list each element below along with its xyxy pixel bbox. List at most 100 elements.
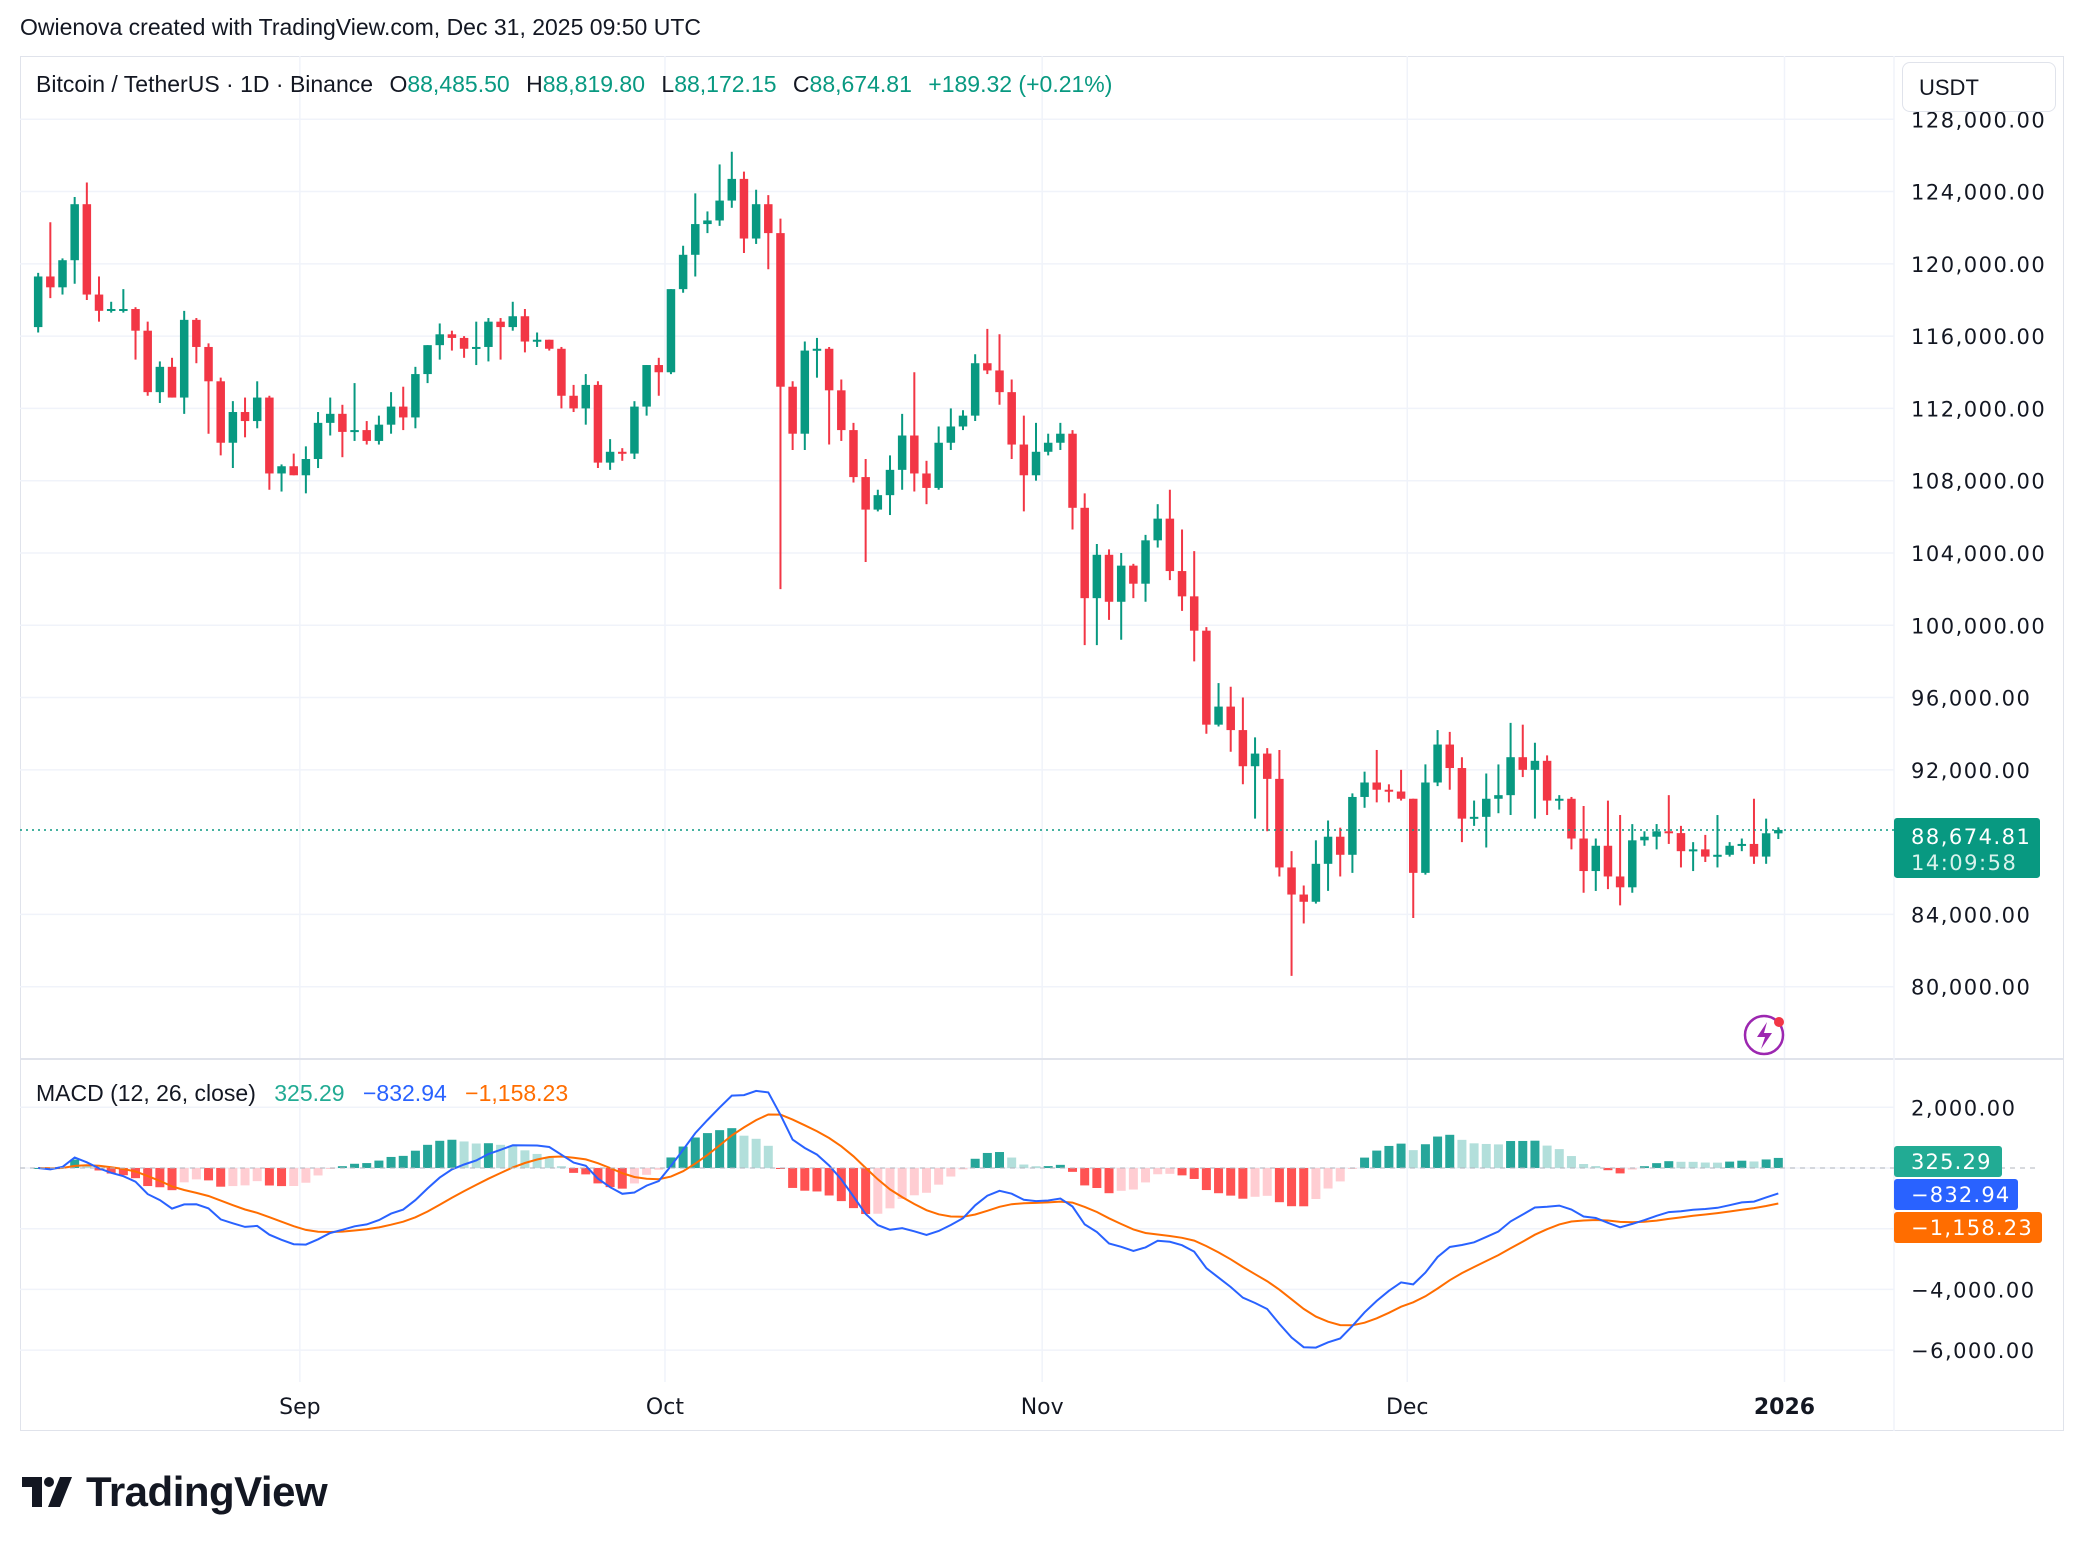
candle-body <box>325 413 335 423</box>
candle <box>1031 422 1041 481</box>
candle-body <box>1494 795 1503 799</box>
macd-histogram-bar <box>1530 1140 1540 1168</box>
candle-body <box>508 316 518 328</box>
candle-body <box>496 321 505 328</box>
candle <box>520 309 530 353</box>
macd-line-label-text: −832.94 <box>1911 1183 2010 1207</box>
price-tick-label: 92,000.00 <box>1911 759 2031 783</box>
candle-body <box>934 442 943 488</box>
macd-histogram-bar <box>313 1167 323 1176</box>
candle-body <box>1189 596 1199 631</box>
macd-histogram-bar <box>1603 1167 1613 1171</box>
macd-histogram-bar <box>1299 1167 1309 1207</box>
candle <box>666 289 676 375</box>
candle <box>1579 805 1588 893</box>
candle-body <box>70 204 79 261</box>
macd-histogram-bar <box>1080 1167 1090 1186</box>
tradingview-logo[interactable]: TradingView <box>22 1468 328 1516</box>
candle-body <box>946 426 956 443</box>
candle-body <box>983 363 992 371</box>
candle-body <box>1153 518 1162 541</box>
macd-histogram-bar <box>532 1153 542 1168</box>
candle <box>727 151 737 208</box>
candle-body <box>800 350 810 434</box>
candle-body <box>654 365 664 373</box>
macd-histogram-bar <box>1007 1157 1017 1168</box>
candle <box>958 410 968 431</box>
candle <box>642 365 651 416</box>
price-tick-label: 120,000.00 <box>1911 253 2046 277</box>
candle <box>1469 800 1479 826</box>
candle-body <box>1676 833 1686 852</box>
macd-histogram-bar <box>909 1167 919 1196</box>
macd-histogram-bar <box>763 1145 773 1168</box>
candle-body <box>885 469 895 496</box>
candle-body <box>252 397 262 422</box>
macd-histogram-bar <box>1201 1167 1211 1191</box>
macd-histogram-bar <box>1433 1136 1443 1168</box>
candle <box>131 307 140 360</box>
high-value: 88,819.80 <box>542 71 646 97</box>
candle-body <box>471 346 481 349</box>
candle-body <box>1043 442 1053 452</box>
price-tick-label: 104,000.00 <box>1911 542 2046 566</box>
candle-body <box>82 204 92 295</box>
candle-body <box>179 319 189 398</box>
candle-body <box>1555 798 1564 801</box>
low-label: L <box>661 71 675 97</box>
candle <box>678 245 688 293</box>
macd-hist-value: 325.29 <box>274 1080 345 1106</box>
candle-body <box>958 415 968 427</box>
candle-body <box>1092 554 1102 599</box>
candle-body <box>398 406 408 418</box>
candle-body <box>1433 744 1442 783</box>
macd-histogram-bar <box>155 1167 165 1188</box>
candle <box>155 361 165 403</box>
macd-histogram-bar <box>544 1157 554 1168</box>
lightning-bolt-icon[interactable] <box>1743 1014 1785 1056</box>
macd-histogram-bar <box>605 1167 615 1188</box>
candle-body <box>1214 706 1223 725</box>
macd-histogram-bar <box>1627 1167 1637 1170</box>
macd-histogram-bar <box>1420 1144 1430 1168</box>
candle-body <box>1323 836 1333 864</box>
macd-histogram-bar <box>788 1167 798 1188</box>
macd-line-label: −832.94 <box>1894 1179 2018 1210</box>
candle-body <box>1518 757 1528 770</box>
price-tick-label: 112,000.00 <box>1911 397 2046 421</box>
currency-button[interactable]: USDT <box>1902 62 2056 112</box>
macd-histogram-bar <box>1262 1167 1272 1196</box>
macd-histogram-bar <box>1055 1164 1065 1168</box>
alert-icon-dot <box>1774 1017 1784 1027</box>
candle-body <box>678 254 688 290</box>
macd-histogram-bar <box>556 1166 566 1168</box>
candle <box>94 276 104 322</box>
logo-text: TradingView <box>86 1468 328 1515</box>
candle <box>1129 563 1138 599</box>
symbol-name[interactable]: Bitcoin / TetherUS · 1D · Binance <box>36 71 374 97</box>
macd-signal-line <box>38 1113 1779 1327</box>
candle <box>1761 818 1771 864</box>
macd-histogram-bar <box>946 1167 956 1177</box>
macd-histogram-bar <box>934 1167 944 1185</box>
candle <box>922 460 931 505</box>
candle-body <box>240 412 250 422</box>
open-label: O <box>389 71 408 97</box>
candle-body <box>824 348 834 391</box>
macd-histogram-bar <box>1566 1156 1576 1168</box>
candle-body <box>192 319 201 347</box>
candle <box>204 343 213 434</box>
macd-title[interactable]: MACD (12, 26, close) <box>36 1080 256 1106</box>
macd-histogram-bar <box>1238 1167 1248 1199</box>
candle-body <box>265 397 274 474</box>
candle <box>1372 749 1381 803</box>
candle-body <box>1713 854 1722 857</box>
macd-histogram-bar <box>873 1167 883 1214</box>
macd-histogram-bar <box>1335 1167 1345 1182</box>
candle <box>301 446 311 494</box>
candle-body <box>1761 833 1771 857</box>
chart-caption: Owienova created with TradingView.com, D… <box>20 14 701 40</box>
candle-body <box>557 348 566 396</box>
ohlc-low: L88,172.15 <box>661 71 776 97</box>
